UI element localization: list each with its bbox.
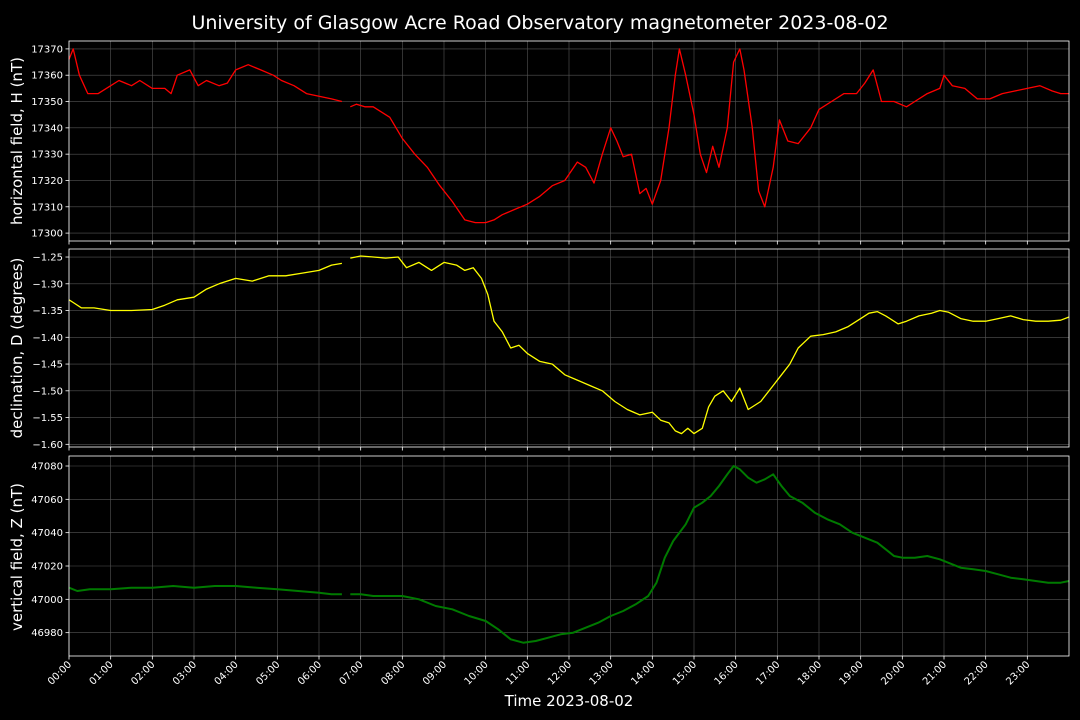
- x-tick-label: 12:00: [546, 659, 574, 687]
- h-y-tick-label: 17320: [31, 176, 63, 187]
- d-y-tick-label: −1.30: [32, 279, 63, 290]
- h-y-tick-label: 17350: [31, 97, 63, 108]
- x-tick-label: 08:00: [379, 659, 407, 687]
- z-y-tick-label: 47060: [31, 495, 63, 506]
- x-tick-label: 14:00: [629, 659, 657, 687]
- z-y-tick-label: 46980: [31, 628, 63, 639]
- x-tick-label: 05:00: [254, 659, 282, 687]
- x-tick-label: 01:00: [88, 659, 116, 687]
- x-tick-label: 15:00: [671, 659, 699, 687]
- panel-h: horizontal field, H (nT) 17300 17310 17320…: [8, 40, 1070, 245]
- h-y-tick-label: 17330: [31, 150, 63, 161]
- panel-d: declination, D (degrees) −1.25 −1.30 −1.35…: [8, 248, 1070, 451]
- d-y-tick-label: −1.25: [32, 253, 63, 264]
- x-tick-label: 11:00: [504, 659, 532, 687]
- x-tick-label: 03:00: [171, 659, 199, 687]
- x-tick-label: 16:00: [713, 659, 741, 687]
- d-y-tick-label: −1.55: [32, 413, 63, 424]
- d-y-tick-label: −1.40: [32, 333, 63, 344]
- z-axis-label: vertical field, Z (nT): [8, 483, 26, 631]
- x-tick-label: 22:00: [963, 659, 991, 687]
- d-y-tick-label: −1.35: [32, 306, 63, 317]
- x-tick-label: 21:00: [921, 659, 949, 687]
- x-tick-label: 06:00: [296, 659, 324, 687]
- z-y-tick-label: 47020: [31, 562, 63, 573]
- x-tick-label: 17:00: [754, 659, 782, 687]
- d-frame: [68, 248, 1070, 448]
- h-y-tick-label: 17300: [31, 229, 63, 240]
- z-frame: [68, 455, 1070, 657]
- x-tick-label: 20:00: [879, 659, 907, 687]
- z-series-line: [350, 465, 1070, 644]
- x-tick-label: 07:00: [338, 659, 366, 687]
- h-axis-label: horizontal field, H (nT): [8, 57, 26, 225]
- x-tick-label: 04:00: [213, 659, 241, 687]
- h-series-line: [68, 48, 343, 103]
- d-y-tick-label: −1.60: [32, 440, 63, 451]
- h-y-tick-label: 17370: [31, 44, 63, 55]
- d-y-tick-label: −1.50: [32, 386, 63, 397]
- d-axis-label: declination, D (degrees): [8, 258, 26, 439]
- h-series-line: [350, 48, 1069, 224]
- x-tick-label: 09:00: [421, 659, 449, 687]
- x-tick-label: 13:00: [588, 659, 616, 687]
- z-series-line: [68, 585, 342, 596]
- d-y-tick-label: −1.45: [32, 360, 63, 371]
- x-tick-label: 00:00: [46, 659, 74, 687]
- d-series-line: [350, 255, 1070, 435]
- x-tick-label: 02:00: [129, 659, 157, 687]
- d-series-line: [68, 262, 343, 312]
- h-y-tick-label: 17310: [31, 202, 63, 213]
- h-frame: [68, 40, 1070, 242]
- x-axis-label: Time 2023-08-02: [504, 692, 634, 710]
- z-y-tick-label: 47080: [31, 462, 63, 473]
- x-tick-label: 10:00: [463, 659, 491, 687]
- h-y-tick-label: 17360: [31, 71, 63, 82]
- x-tick-label: 18:00: [796, 659, 824, 687]
- z-y-tick-label: 47000: [31, 595, 63, 606]
- x-tick-label: 23:00: [1004, 659, 1032, 687]
- panel-z: vertical field, Z (nT) 46980 47000 47020 47…: [8, 455, 1070, 660]
- h-y-tick-label: 17340: [31, 123, 63, 134]
- chart-title: University of Glasgow Acre Road Observat…: [191, 12, 888, 34]
- z-y-tick-label: 47040: [31, 528, 63, 539]
- x-tick-label: 19:00: [838, 659, 866, 687]
